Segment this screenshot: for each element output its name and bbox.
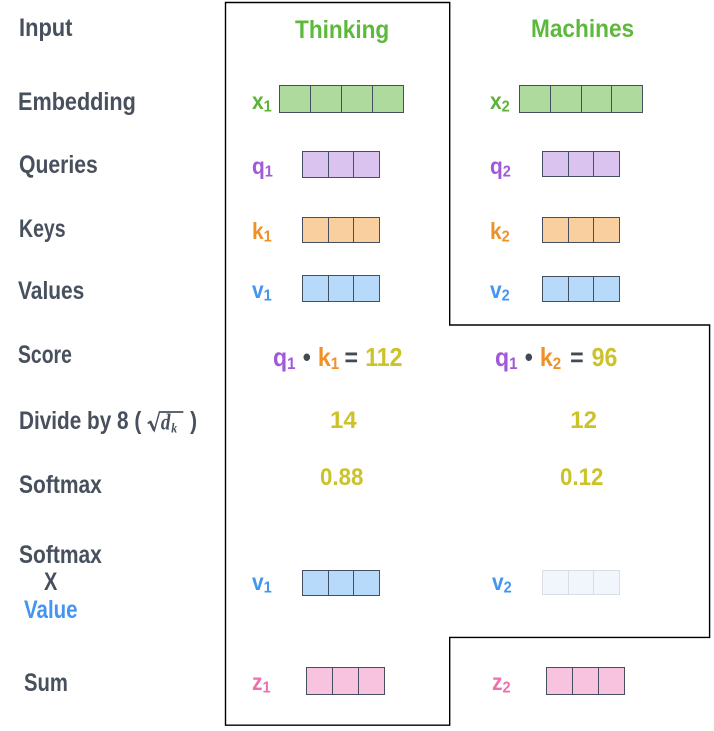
svg-text:k: k bbox=[171, 420, 177, 432]
svg-text:d: d bbox=[161, 409, 171, 433]
